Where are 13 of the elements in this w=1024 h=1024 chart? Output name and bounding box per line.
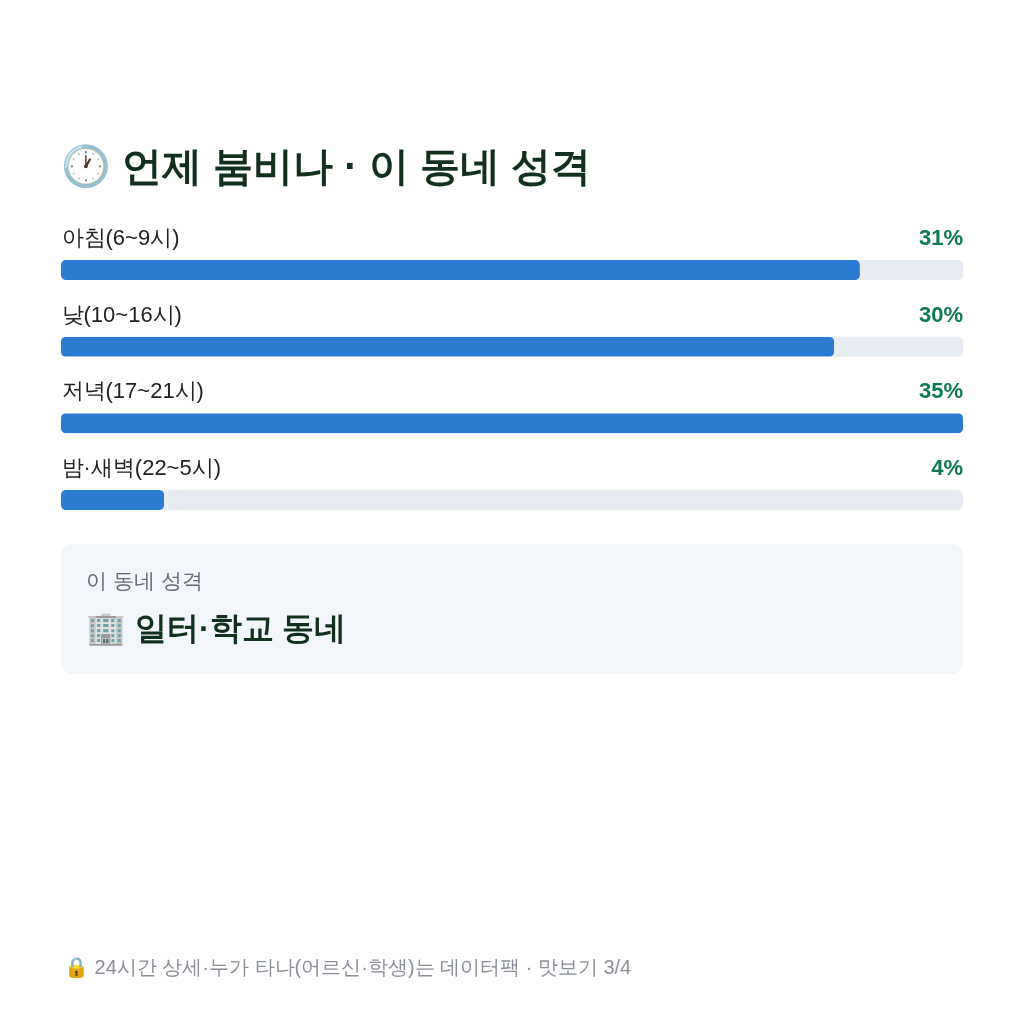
text: 🔒 24시간 상세·누가 타나(어르신·학생)는 데이터팩 · 맛보기 3/4 xyxy=(64,956,632,979)
y-tick-label: 저녁(17~21시) xyxy=(61,378,204,404)
data-label: 35% xyxy=(918,378,963,404)
chart-title: 🕐 언제 붐비나 · 이 동네 성격 xyxy=(61,143,591,189)
y-tick-label: 밤·새벽(22~5시) xyxy=(61,455,222,481)
y-tick-label: 낮(10~16시) xyxy=(61,301,182,327)
data-label: 30% xyxy=(918,301,963,327)
bar xyxy=(61,490,165,511)
data-label: 31% xyxy=(918,224,963,250)
text: 🏢 일터·학교 동네 xyxy=(86,610,347,646)
y-tick-label: 아침(6~9시) xyxy=(61,224,180,250)
text: 이 동네 성격 xyxy=(86,569,203,592)
data-label: 4% xyxy=(931,455,963,481)
